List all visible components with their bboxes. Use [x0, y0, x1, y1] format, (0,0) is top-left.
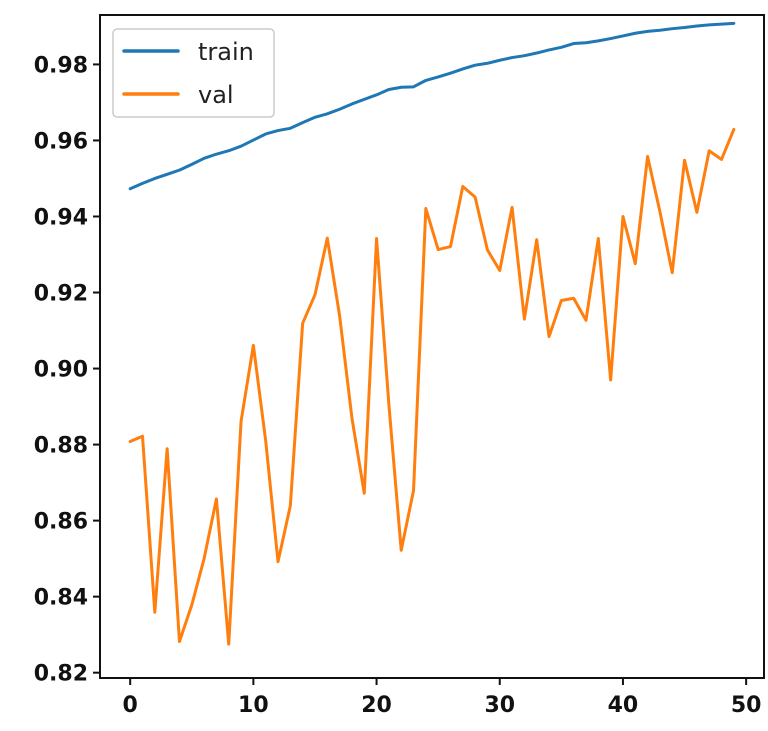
y-tick-label: 0.88: [34, 434, 88, 459]
ticks-layer: 0.82 0.84 0.86 0.88 0.90 0.92 0.94 0.96 0.98 0 10 2…: [34, 53, 762, 718]
series-val: [128, 127, 736, 646]
y-tick-label: 0.98: [34, 53, 88, 78]
legend-label-train: train: [198, 38, 254, 66]
plot-frame: [99, 14, 765, 679]
y-tick-label: 0.94: [34, 205, 88, 230]
series-line-train: [128, 21, 736, 191]
series-layer: [128, 21, 736, 646]
y-tick-label: 0.82: [34, 662, 88, 687]
y-tick-label: 0.92: [34, 282, 88, 307]
series-line-val: [128, 127, 736, 646]
x-tick-label: 20: [361, 693, 392, 718]
x-tick-label: 0: [123, 693, 138, 718]
x-tick-label: 50: [731, 693, 762, 718]
legend: train val: [112, 28, 275, 118]
x-tick-label: 10: [238, 693, 269, 718]
y-tick-label: 0.86: [34, 510, 88, 535]
y-tick-label: 0.90: [34, 358, 88, 383]
y-tick-label: 0.84: [34, 586, 88, 611]
y-tick-label: 0.96: [34, 129, 88, 154]
series-train: [128, 21, 736, 191]
x-tick-label: 30: [484, 693, 515, 718]
x-tick-label: 40: [608, 693, 639, 718]
legend-label-val: val: [198, 81, 234, 109]
